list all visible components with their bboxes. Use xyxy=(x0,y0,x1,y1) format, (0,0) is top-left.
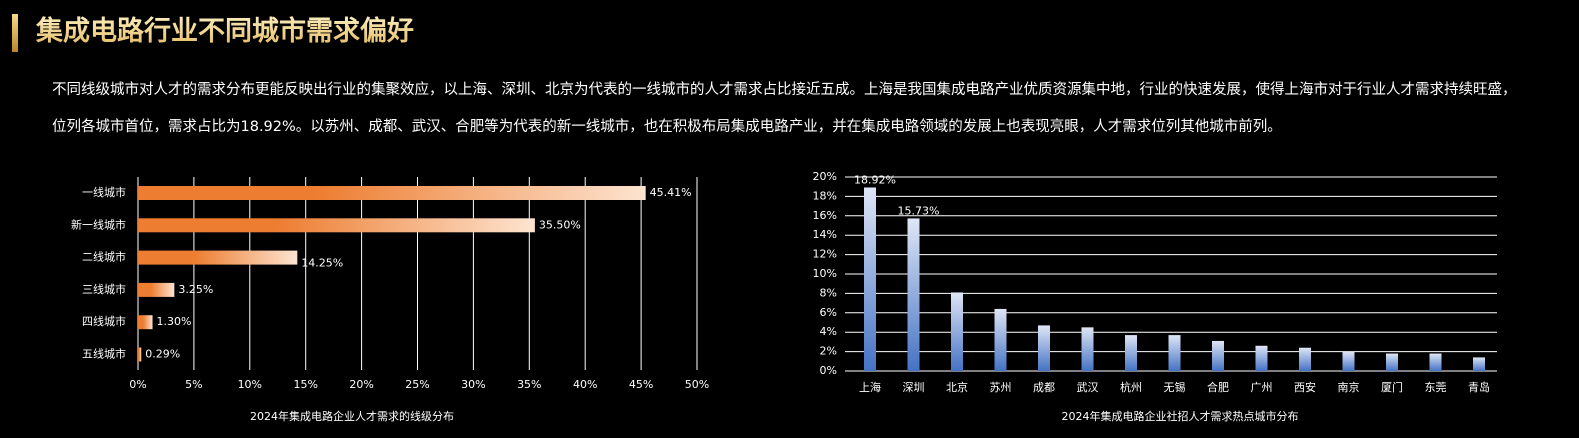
y-tick-label: 12% xyxy=(813,248,837,261)
bar xyxy=(1081,327,1094,371)
y-tick-label: 4% xyxy=(820,325,837,338)
data-label: 45.41% xyxy=(650,186,692,199)
bar xyxy=(1125,335,1137,371)
y-tick-label: 2% xyxy=(820,345,837,358)
bar xyxy=(1038,325,1050,371)
bar xyxy=(951,292,963,371)
bar xyxy=(864,187,876,371)
x-tick-label: 无锡 xyxy=(1164,380,1186,394)
bar xyxy=(138,282,175,297)
x-tick-label: 苏州 xyxy=(990,381,1012,394)
x-tick-label: 20% xyxy=(349,378,373,391)
y-tick-label: 8% xyxy=(820,286,837,299)
y-tick-label: 6% xyxy=(820,306,837,319)
bar xyxy=(1473,357,1485,371)
x-tick-label: 武汉 xyxy=(1077,381,1099,394)
bar xyxy=(1299,347,1311,371)
y-tick-label: 三线城市 xyxy=(82,282,126,296)
x-tick-label: 30% xyxy=(461,378,485,391)
x-tick-label: 45% xyxy=(629,378,653,391)
bar xyxy=(138,218,535,233)
y-tick-label: 四线城市 xyxy=(82,314,126,328)
bar xyxy=(138,315,153,330)
bar xyxy=(138,186,646,200)
bar xyxy=(138,347,142,362)
bar xyxy=(907,218,920,371)
bar xyxy=(1255,345,1268,371)
x-tick-label: 南京 xyxy=(1338,380,1360,394)
data-label: 15.73% xyxy=(898,204,940,217)
y-tick-label: 10% xyxy=(813,267,837,280)
bar xyxy=(994,308,1007,371)
data-label: 18.92% xyxy=(854,173,896,186)
slide-title: 集成电路行业不同城市需求偏好 xyxy=(36,12,414,52)
x-tick-label: 成都 xyxy=(1033,381,1055,394)
x-tick-label: 5% xyxy=(185,378,202,391)
x-tick-label: 深圳 xyxy=(903,381,925,394)
paragraph: 不同线级城市对人才的需求分布更能反映出行业的集聚效应，以上海、深圳、北京为代表的… xyxy=(52,82,1517,135)
x-tick-label: 10% xyxy=(238,378,262,391)
data-label: 35.50% xyxy=(539,218,581,231)
y-tick-label: 20% xyxy=(813,170,837,183)
data-label: 14.25% xyxy=(301,257,343,270)
chart-caption: 2024年集成电路企业人才需求的线级分布 xyxy=(250,409,454,423)
y-tick-label: 五线城市 xyxy=(82,347,126,361)
x-tick-label: 0% xyxy=(129,378,146,391)
y-tick-label: 14% xyxy=(813,228,837,241)
x-tick-label: 合肥 xyxy=(1207,380,1229,394)
y-tick-label: 0% xyxy=(820,364,837,377)
y-tick-label: 新一线城市 xyxy=(71,217,126,231)
title-accent xyxy=(12,14,18,52)
x-tick-label: 青岛 xyxy=(1468,380,1490,394)
x-tick-label: 杭州 xyxy=(1120,380,1142,394)
data-label: 3.25% xyxy=(178,283,213,296)
x-tick-label: 上海 xyxy=(859,380,881,394)
y-tick-label: 16% xyxy=(813,209,837,222)
bar xyxy=(1386,353,1398,371)
x-tick-label: 25% xyxy=(405,378,429,391)
x-tick-label: 35% xyxy=(517,378,541,391)
y-tick-label: 一线城市 xyxy=(82,185,126,199)
data-label: 1.30% xyxy=(157,315,192,328)
x-tick-label: 50% xyxy=(685,378,709,391)
bar xyxy=(1212,340,1224,371)
x-tick-label: 40% xyxy=(573,378,597,391)
x-tick-label: 广州 xyxy=(1251,381,1273,394)
y-tick-label: 二线城市 xyxy=(82,250,126,264)
x-tick-label: 东莞 xyxy=(1425,381,1447,394)
chart-caption: 2024年集成电路企业社招人才需求热点城市分布 xyxy=(1062,409,1299,423)
x-tick-label: 15% xyxy=(293,378,317,391)
bar xyxy=(1342,351,1355,371)
x-tick-label: 北京 xyxy=(946,380,968,394)
x-tick-label: 厦门 xyxy=(1381,380,1403,394)
x-tick-label: 西安 xyxy=(1294,380,1316,394)
bar xyxy=(1168,335,1181,371)
bar xyxy=(1429,353,1442,371)
y-tick-label: 18% xyxy=(813,189,837,202)
data-label: 0.29% xyxy=(145,348,180,361)
bar xyxy=(138,250,298,265)
